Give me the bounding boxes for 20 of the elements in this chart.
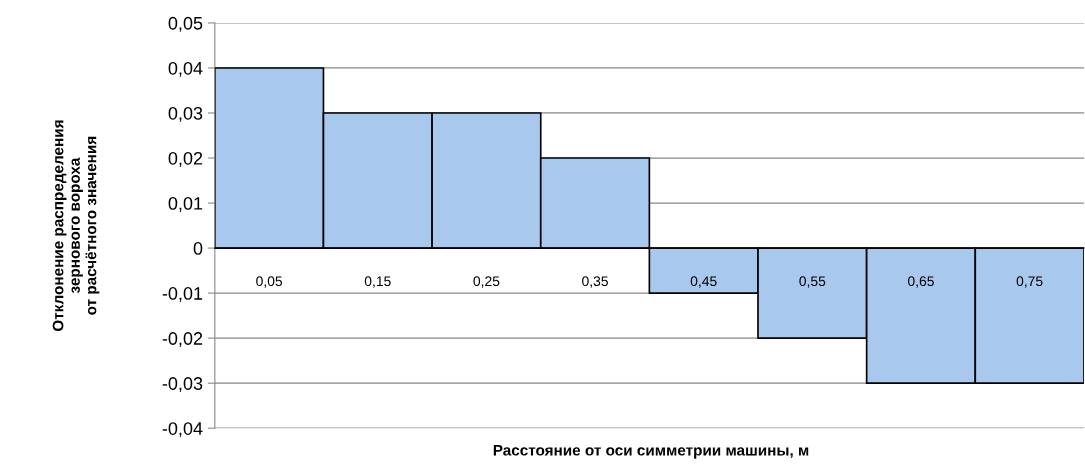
x-tick-label: 0,25 [473, 276, 500, 288]
x-tick-label: 0,45 [690, 276, 717, 288]
y-tick-label: 0,04 [168, 61, 203, 77]
y-tick-label: -0,04 [162, 422, 203, 438]
x-tick-label: 0,75 [1016, 276, 1043, 288]
x-tick-label: 0,35 [582, 276, 608, 288]
x-tick-label: 0,55 [799, 276, 826, 288]
x-axis-title: Расстояние от оси симметрии машины, м [493, 444, 809, 459]
y-tick-label: 0 [193, 242, 203, 255]
y-tick-label: 0,01 [168, 196, 203, 212]
y-tick-label: -0,03 [162, 377, 203, 393]
y-tick-label: 0,03 [168, 106, 203, 122]
y-tick-label: 0,05 [168, 16, 203, 32]
y-tick-label: -0,02 [162, 332, 203, 348]
x-tick-label: 0,15 [364, 276, 391, 288]
y-tick-label: 0,02 [168, 151, 203, 167]
x-tick-label: 0,05 [256, 276, 283, 288]
y-tick-label: -0,01 [162, 287, 203, 302]
y-axis-title: Отклонение распределения зернового вороха от расчётного значения [52, 120, 100, 332]
x-tick-label: 0,65 [907, 276, 934, 288]
